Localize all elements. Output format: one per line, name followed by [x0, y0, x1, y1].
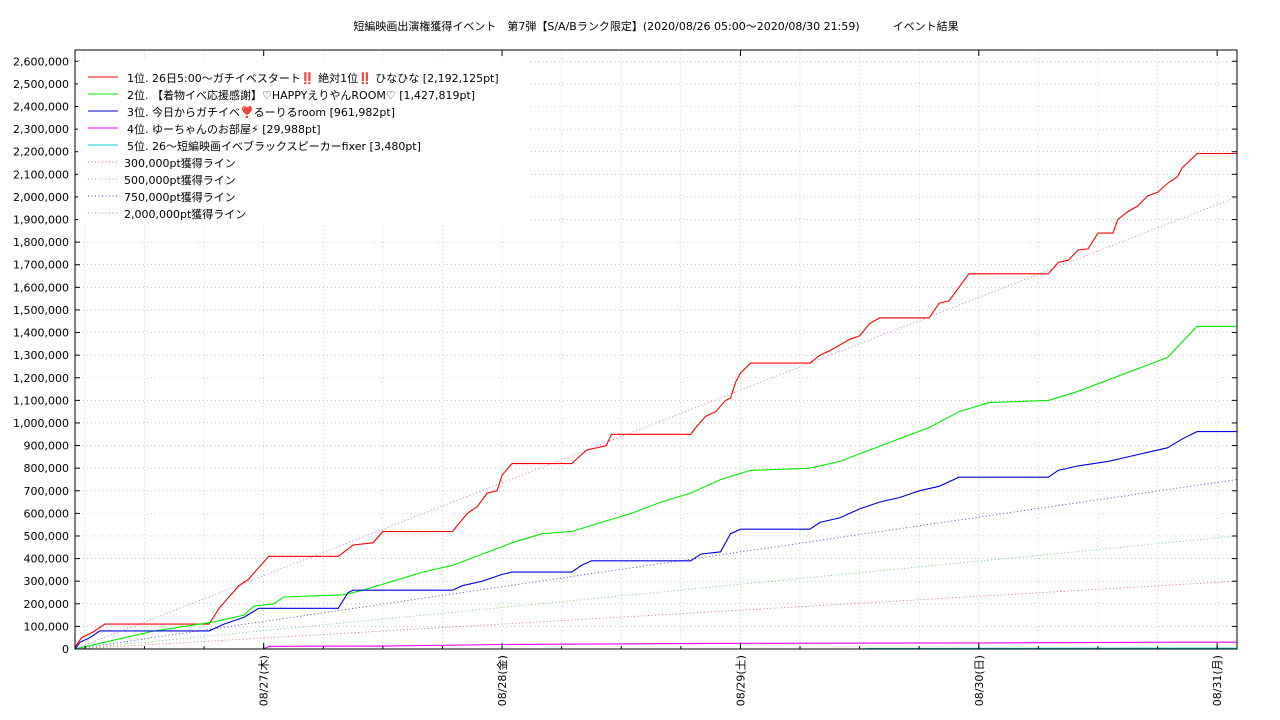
y-tick-label: 1,200,000	[13, 372, 69, 385]
y-tick-label: 600,000	[24, 507, 70, 520]
x-tick-label: 08/29(土)	[734, 655, 747, 706]
legend-label: 300,000pt獲得ライン	[124, 157, 236, 170]
y-tick-label: 200,000	[24, 598, 70, 611]
y-axis: 0 100,000 200,000 300,000 400,000 500,000 600,…	[13, 55, 1237, 656]
plot-frame	[74, 49, 1238, 650]
series-line-7	[74, 535, 1238, 650]
legend-label: 2,000,000pt獲得ライン	[124, 208, 246, 221]
legend: 1位. 26日5:00〜ガチイベスタート‼️ 絶対1位‼️ ひなひな [2,19…	[78, 61, 530, 224]
y-tick-label: 800,000	[24, 462, 70, 475]
y-tick-label: 2,000,000	[13, 191, 69, 204]
series-line-9	[74, 196, 1238, 650]
legend-label: 1位. 26日5:00〜ガチイベスタート‼️ 絶対1位‼️ ひなひな [2,19…	[127, 71, 499, 85]
y-tick-label: 1,000,000	[13, 417, 69, 430]
y-tick-label: 1,400,000	[13, 327, 69, 340]
y-tick-label: 900,000	[24, 440, 70, 453]
y-tick-label: 300,000	[24, 575, 70, 588]
x-tick-label: 08/28(金)	[495, 655, 509, 706]
y-tick-label: 2,200,000	[13, 146, 69, 159]
legend-label: 3位. 今日からガチイベ❣️るーりるroom [961,982pt]	[127, 105, 395, 119]
y-tick-label: 2,600,000	[13, 55, 69, 68]
y-tick-label: 400,000	[24, 553, 70, 566]
y-tick-label: 1,700,000	[13, 259, 69, 272]
grid	[75, 50, 1237, 650]
y-tick-label: 2,500,000	[13, 78, 69, 91]
x-tick-label: 08/27(木)	[258, 655, 271, 706]
series-line-8	[74, 479, 1238, 650]
legend-label: 500,000pt獲得ライン	[124, 174, 236, 187]
y-tick-label: 1,900,000	[13, 214, 69, 227]
y-tick-label: 1,100,000	[13, 394, 69, 407]
y-tick-label: 1,500,000	[13, 304, 69, 317]
legend-label: 5位. 26〜短編映画イベブラックスピーカーfixer [3,480pt]	[127, 139, 421, 153]
series-line-3	[74, 431, 1237, 650]
legend-label: 750,000pt獲得ライン	[124, 191, 236, 204]
x-tick-label: 08/31(月)	[1211, 655, 1224, 706]
y-tick-label: 500,000	[24, 530, 70, 543]
x-tick-label: 08/30(日)	[973, 655, 986, 706]
legend-label: 2位. 【着物イベ応援感謝】♡HAPPYえりやんROOM♡ [1,427,819…	[127, 88, 475, 102]
reference-lines	[74, 196, 1238, 650]
legend-background	[78, 61, 530, 224]
chart-title: 短編映画出演権獲得イベント 第7弾【S/A/Bランク限定】(2020/08/26…	[353, 19, 958, 33]
series-lines	[74, 152, 1237, 650]
x-axis: 08/27(木) 08/28(金) 08/29(土) 08/30(日) 08/31(月)	[84, 50, 1224, 706]
y-tick-label: 0	[62, 643, 69, 656]
y-tick-label: 1,800,000	[13, 236, 69, 249]
series-line-2	[74, 325, 1237, 650]
y-tick-label: 2,100,000	[13, 168, 69, 181]
y-tick-label: 2,400,000	[13, 101, 69, 114]
y-tick-label: 1,600,000	[13, 281, 69, 294]
legend-label: 4位. ゆーちゃんのお部屋⚡ [29,988pt]	[127, 122, 321, 136]
y-tick-label: 700,000	[24, 485, 70, 498]
y-tick-label: 1,300,000	[13, 349, 69, 362]
series-line-6	[74, 580, 1238, 650]
series-line-1	[74, 152, 1237, 650]
y-tick-label: 100,000	[24, 620, 70, 633]
y-tick-label: 2,300,000	[13, 123, 69, 136]
